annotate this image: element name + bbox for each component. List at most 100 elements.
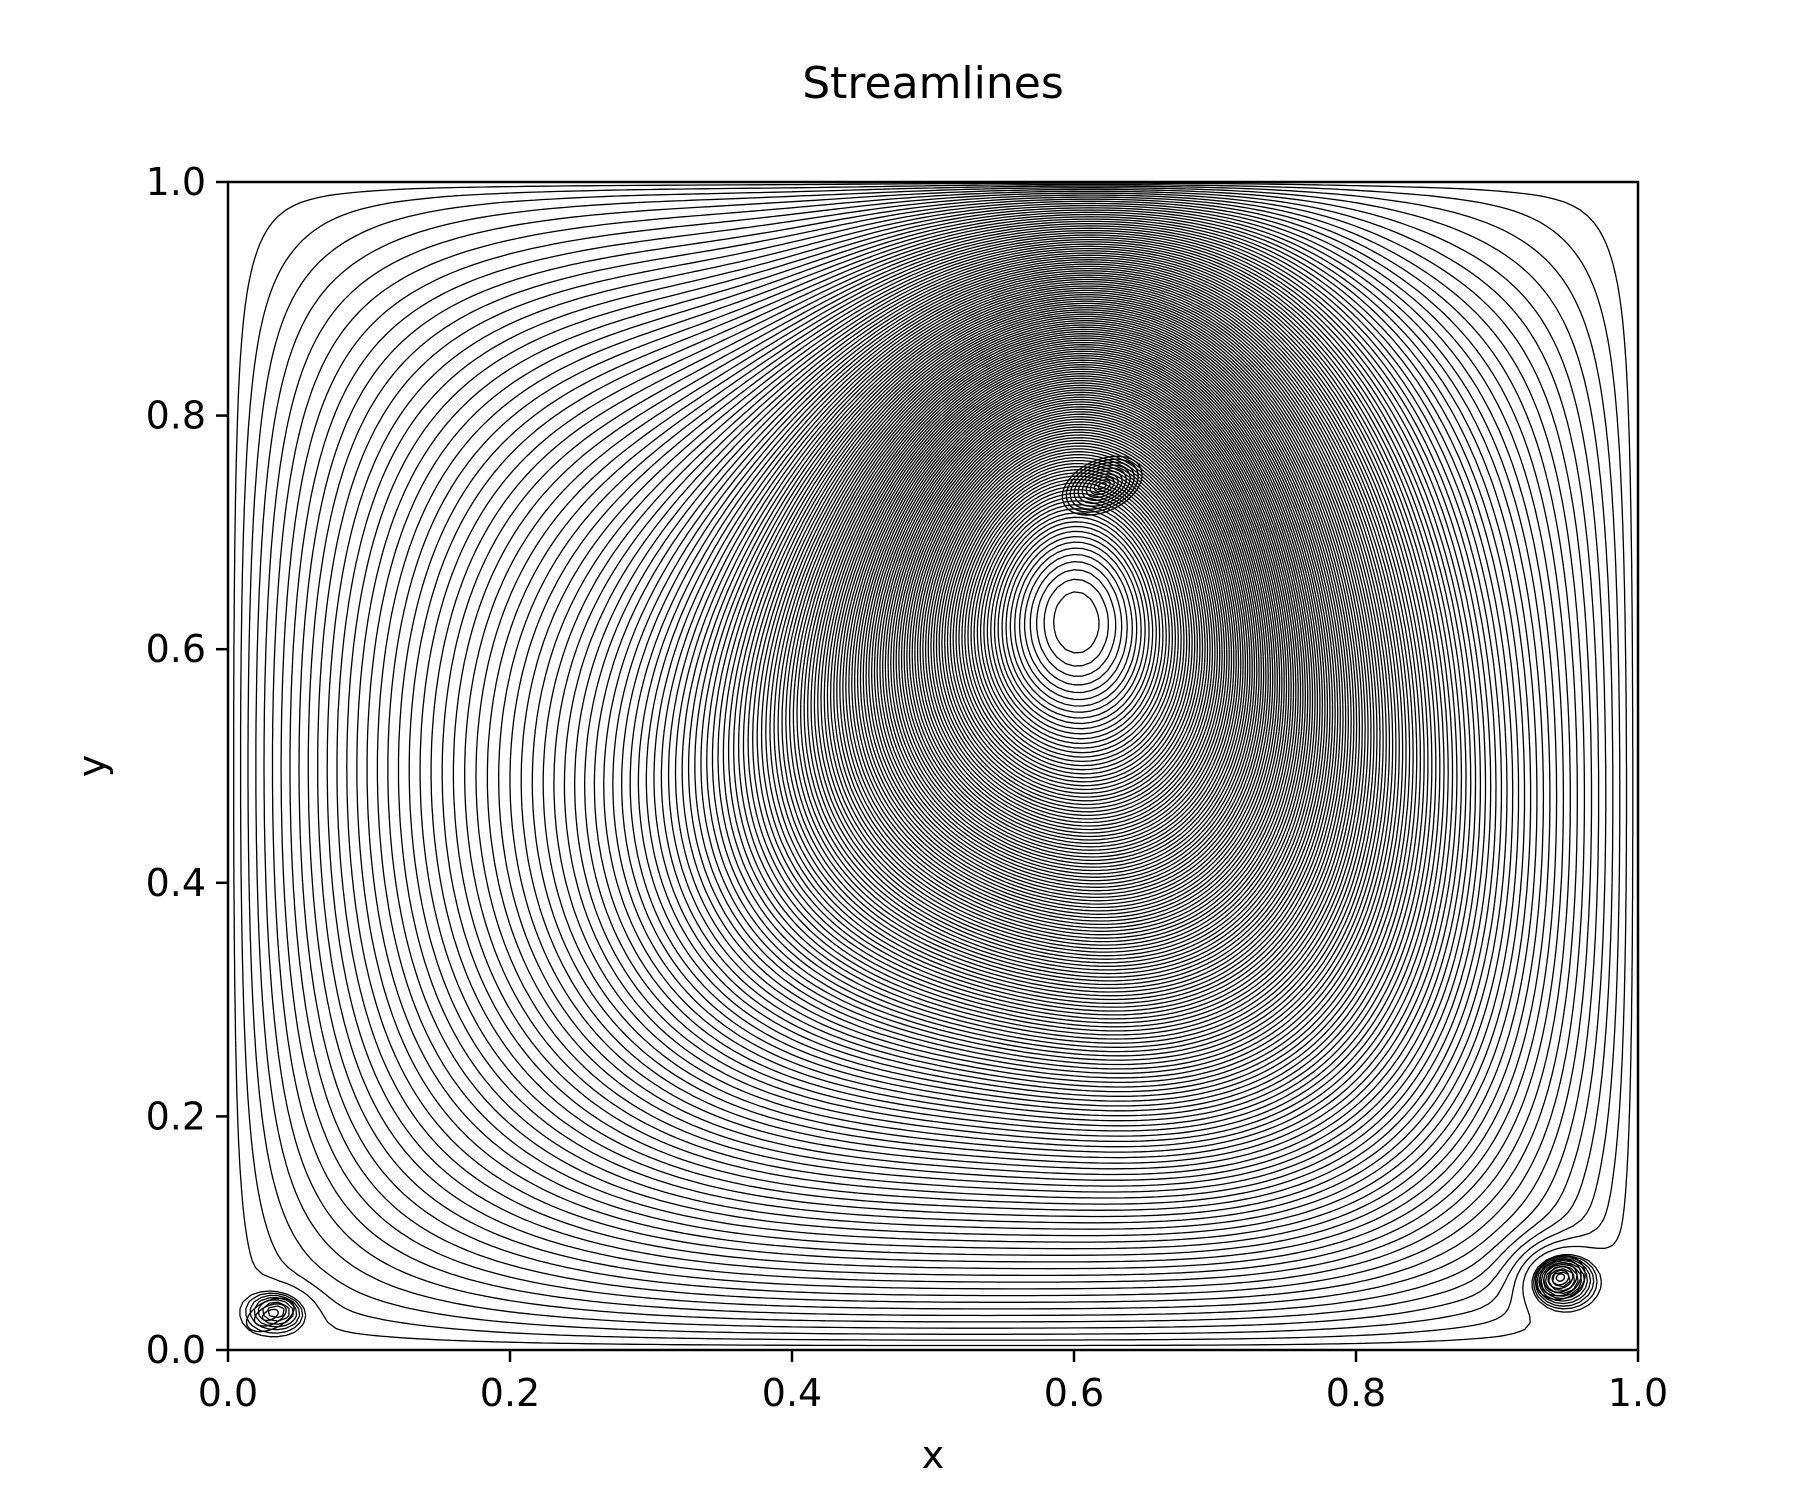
y-tick-label: 0.0: [146, 1328, 206, 1372]
streamline: [660, 276, 1400, 1088]
streamline: [727, 300, 1366, 1040]
streamline: [865, 384, 1272, 902]
streamline: [955, 472, 1193, 787]
streamline: [839, 364, 1292, 932]
vortex-core-ring: [1069, 461, 1135, 510]
vortex-core-ring: [245, 1297, 295, 1333]
vortex-core-ring: [1061, 455, 1143, 516]
streamline: [1001, 525, 1150, 725]
x-tick-label: 0.2: [480, 1371, 540, 1415]
streamline: [645, 272, 1407, 1097]
streamline: [900, 416, 1242, 858]
streamline: [681, 283, 1391, 1074]
streamline: [760, 315, 1347, 1012]
streamline: [346, 207, 1545, 1263]
x-tick-label: 0.4: [762, 1371, 822, 1415]
streamline: [263, 188, 1607, 1323]
streamline: [908, 423, 1235, 848]
streamline: [742, 307, 1358, 1028]
streamline: [419, 222, 1503, 1218]
streamline: [509, 241, 1463, 1170]
y-axis-label: y: [70, 755, 114, 778]
x-axis-label: x: [922, 1433, 945, 1477]
streamline: [1014, 541, 1138, 707]
vortex-core-ring: [261, 1308, 279, 1322]
streamline: [397, 218, 1514, 1230]
streamline: [773, 322, 1339, 1001]
streamline: [868, 386, 1269, 899]
y-tick-label: 1.0: [146, 160, 206, 204]
streamline: [873, 391, 1265, 892]
streamline: [233, 182, 1634, 1347]
streamline: [884, 401, 1256, 878]
streamline: [813, 346, 1311, 960]
streamline: [906, 421, 1237, 851]
streamline: [239, 1253, 1602, 1338]
streamline: [1023, 553, 1128, 694]
streamline: [879, 396, 1260, 885]
streamline: [737, 304, 1361, 1032]
vortex-core-ring: [1543, 1262, 1578, 1293]
streamline: [637, 270, 1411, 1102]
streamline: [694, 287, 1384, 1066]
streamline: [785, 328, 1331, 989]
streamline: [792, 333, 1326, 982]
streamline: [584, 256, 1433, 1132]
streamline: [796, 335, 1324, 978]
streamline: [851, 373, 1283, 919]
streamline: [674, 281, 1394, 1079]
streamline: [1009, 535, 1142, 713]
streamline: [452, 229, 1487, 1199]
streamline: [317, 200, 1565, 1283]
streamline: [970, 489, 1179, 767]
streamline: [817, 348, 1309, 957]
streamline: [255, 187, 1614, 1329]
x-tick-label: 1.0: [1608, 1371, 1668, 1415]
streamline: [829, 357, 1299, 943]
streamline: [903, 418, 1240, 855]
streamline: [1043, 578, 1109, 667]
streamline: [280, 192, 1593, 1310]
vortex-core-ring: [1081, 470, 1123, 502]
vortex-core-ring: [1539, 1258, 1582, 1297]
vortex-cores: [245, 455, 1586, 1333]
streamline: [958, 475, 1191, 783]
streamline: [979, 500, 1170, 754]
vortex-core-ring: [1551, 1269, 1570, 1286]
streamline: [976, 496, 1173, 758]
streamline: [938, 453, 1209, 809]
streamline: [836, 361, 1295, 936]
streamline: [924, 439, 1221, 827]
streamline: [892, 408, 1249, 868]
streamline: [777, 324, 1336, 997]
streamline: [498, 238, 1467, 1176]
streamline: [387, 216, 1520, 1237]
vortex-core-ring: [1097, 482, 1107, 490]
streamline: [826, 355, 1302, 946]
streamline: [916, 431, 1228, 838]
streamline: [298, 196, 1578, 1297]
streamline: [803, 339, 1319, 971]
streamline: [464, 232, 1482, 1193]
streamline: [986, 508, 1164, 745]
streamline: [952, 469, 1196, 791]
streamline: [733, 302, 1363, 1036]
streamline: [430, 225, 1497, 1211]
y-tick-label: 0.4: [146, 861, 206, 905]
streamline: [800, 337, 1321, 975]
streamline: [366, 211, 1532, 1250]
streamline: [789, 330, 1329, 986]
vortex-core-ring: [1089, 476, 1115, 496]
streamline: [887, 403, 1253, 875]
vortex-core-ring: [1065, 458, 1139, 513]
chart-title: Streamlines: [802, 58, 1064, 109]
streamline: [823, 352, 1304, 950]
streamline: [653, 274, 1404, 1093]
streamline: [307, 198, 1571, 1290]
streamline: [706, 291, 1378, 1057]
streamline: [1005, 530, 1146, 719]
streamline: [1053, 591, 1100, 654]
streamline: [574, 254, 1437, 1137]
streamline: [267, 1263, 1583, 1319]
